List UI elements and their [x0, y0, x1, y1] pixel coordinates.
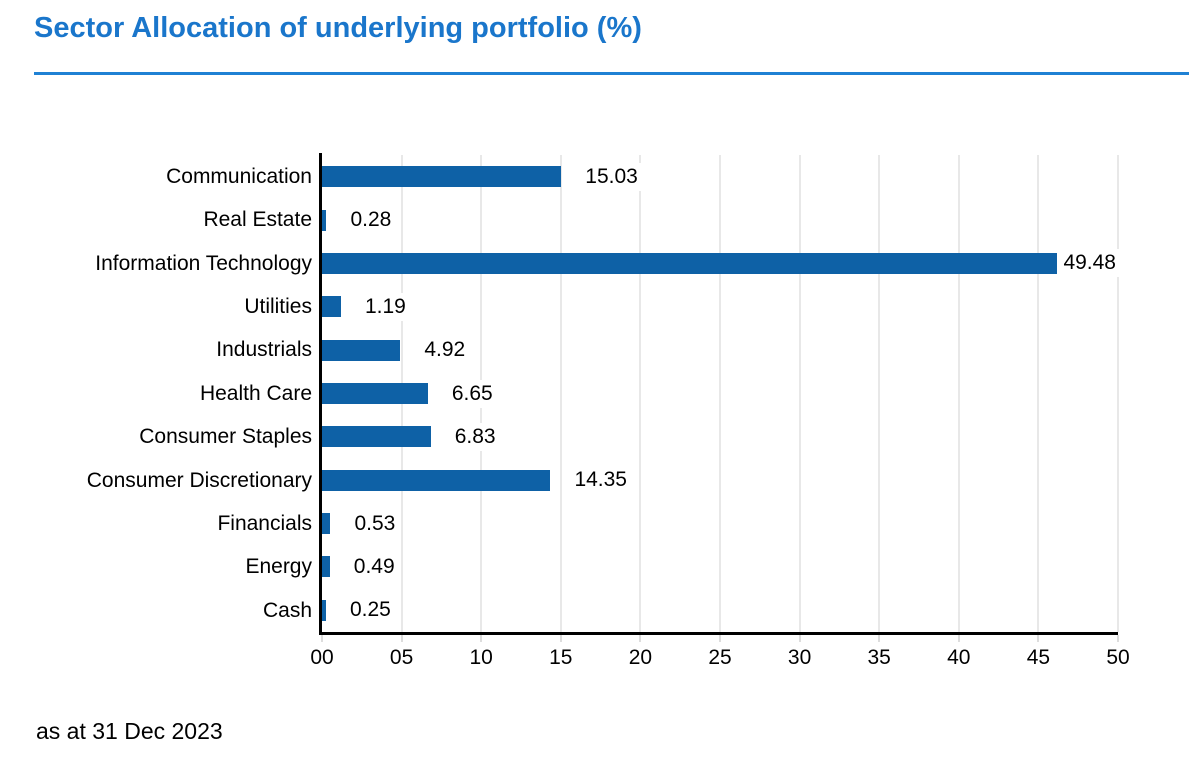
- x-tick-label: 40: [947, 646, 971, 669]
- x-tick-label: 00: [310, 646, 334, 669]
- bar: [322, 339, 401, 361]
- value-label: 0.28: [344, 206, 398, 235]
- plot-area: 15.03 0.28 49.48 1.19 4.92 6.65 6.83 14.35 0.53 0…: [322, 155, 1122, 632]
- page-title: Sector Allocation of underlying portfoli…: [34, 12, 642, 44]
- x-tick-label: 25: [708, 646, 732, 669]
- x-tick-mark: [321, 635, 323, 642]
- value-label: 49.48: [1057, 249, 1122, 278]
- category-label: Real Estate: [203, 208, 312, 232]
- gridline: [798, 155, 801, 632]
- category-label: Information Technology: [95, 251, 312, 275]
- x-axis-line: [319, 632, 1118, 635]
- x-tick-mark: [480, 635, 483, 642]
- x-tick-mark: [957, 635, 960, 642]
- category-label: Consumer Discretionary: [86, 468, 312, 492]
- title-rule: [34, 72, 1189, 75]
- value-label: 15.03: [579, 162, 644, 191]
- value-label: 6.65: [445, 379, 499, 408]
- x-tick-mark: [1037, 635, 1040, 642]
- value-label: 14.35: [568, 466, 633, 495]
- x-tick-label: 15: [549, 646, 573, 669]
- x-tick-label: 05: [389, 646, 414, 669]
- category-label: Consumer Staples: [139, 425, 312, 449]
- bar: [322, 166, 562, 188]
- gridline: [639, 155, 642, 632]
- x-tick-mark: [878, 635, 881, 642]
- gridline: [878, 155, 881, 632]
- category-label: Energy: [245, 555, 312, 579]
- bar: [322, 383, 428, 404]
- category-label: Financials: [217, 511, 312, 535]
- x-tick-mark: [559, 635, 562, 642]
- bar: [322, 556, 330, 578]
- x-tick-label: 10: [469, 646, 493, 669]
- category-label: Communication: [166, 165, 312, 188]
- category-label: Industrials: [216, 338, 312, 362]
- value-label: 0.53: [348, 509, 402, 538]
- gridline: [719, 155, 721, 632]
- bar: [322, 209, 327, 231]
- x-tick-label: 45: [1026, 646, 1051, 669]
- x-tick-mark: [798, 635, 801, 642]
- x-tick-mark: [400, 635, 403, 642]
- x-tick-label: 30: [787, 646, 812, 669]
- bar: [322, 599, 326, 621]
- category-label: Health Care: [199, 381, 312, 405]
- bar: [322, 513, 331, 535]
- y-axis-line: [319, 153, 322, 635]
- x-tick-label: 20: [628, 646, 653, 669]
- x-tick-mark: [719, 635, 721, 642]
- bar: [322, 469, 551, 491]
- value-label: 6.83: [448, 422, 502, 451]
- value-label: 4.92: [418, 336, 472, 365]
- gridline: [1037, 155, 1040, 632]
- value-label: 1.19: [358, 292, 412, 321]
- category-label: Utilities: [244, 295, 312, 319]
- x-tick-label: 50: [1106, 646, 1130, 669]
- bar: [322, 252, 1110, 274]
- value-label: 0.25: [343, 596, 397, 625]
- gridline: [957, 155, 960, 632]
- bar: [322, 426, 431, 448]
- x-tick-mark: [1117, 635, 1119, 642]
- x-tick-label: 35: [867, 646, 891, 669]
- gridline: [559, 155, 562, 632]
- value-label: 0.49: [347, 552, 401, 581]
- x-tick-mark: [639, 635, 642, 642]
- gridline: [1117, 155, 1119, 632]
- as-at-date: as at 31 Dec 2023: [36, 718, 223, 744]
- bar: [322, 296, 341, 318]
- category-label: Cash: [262, 598, 312, 622]
